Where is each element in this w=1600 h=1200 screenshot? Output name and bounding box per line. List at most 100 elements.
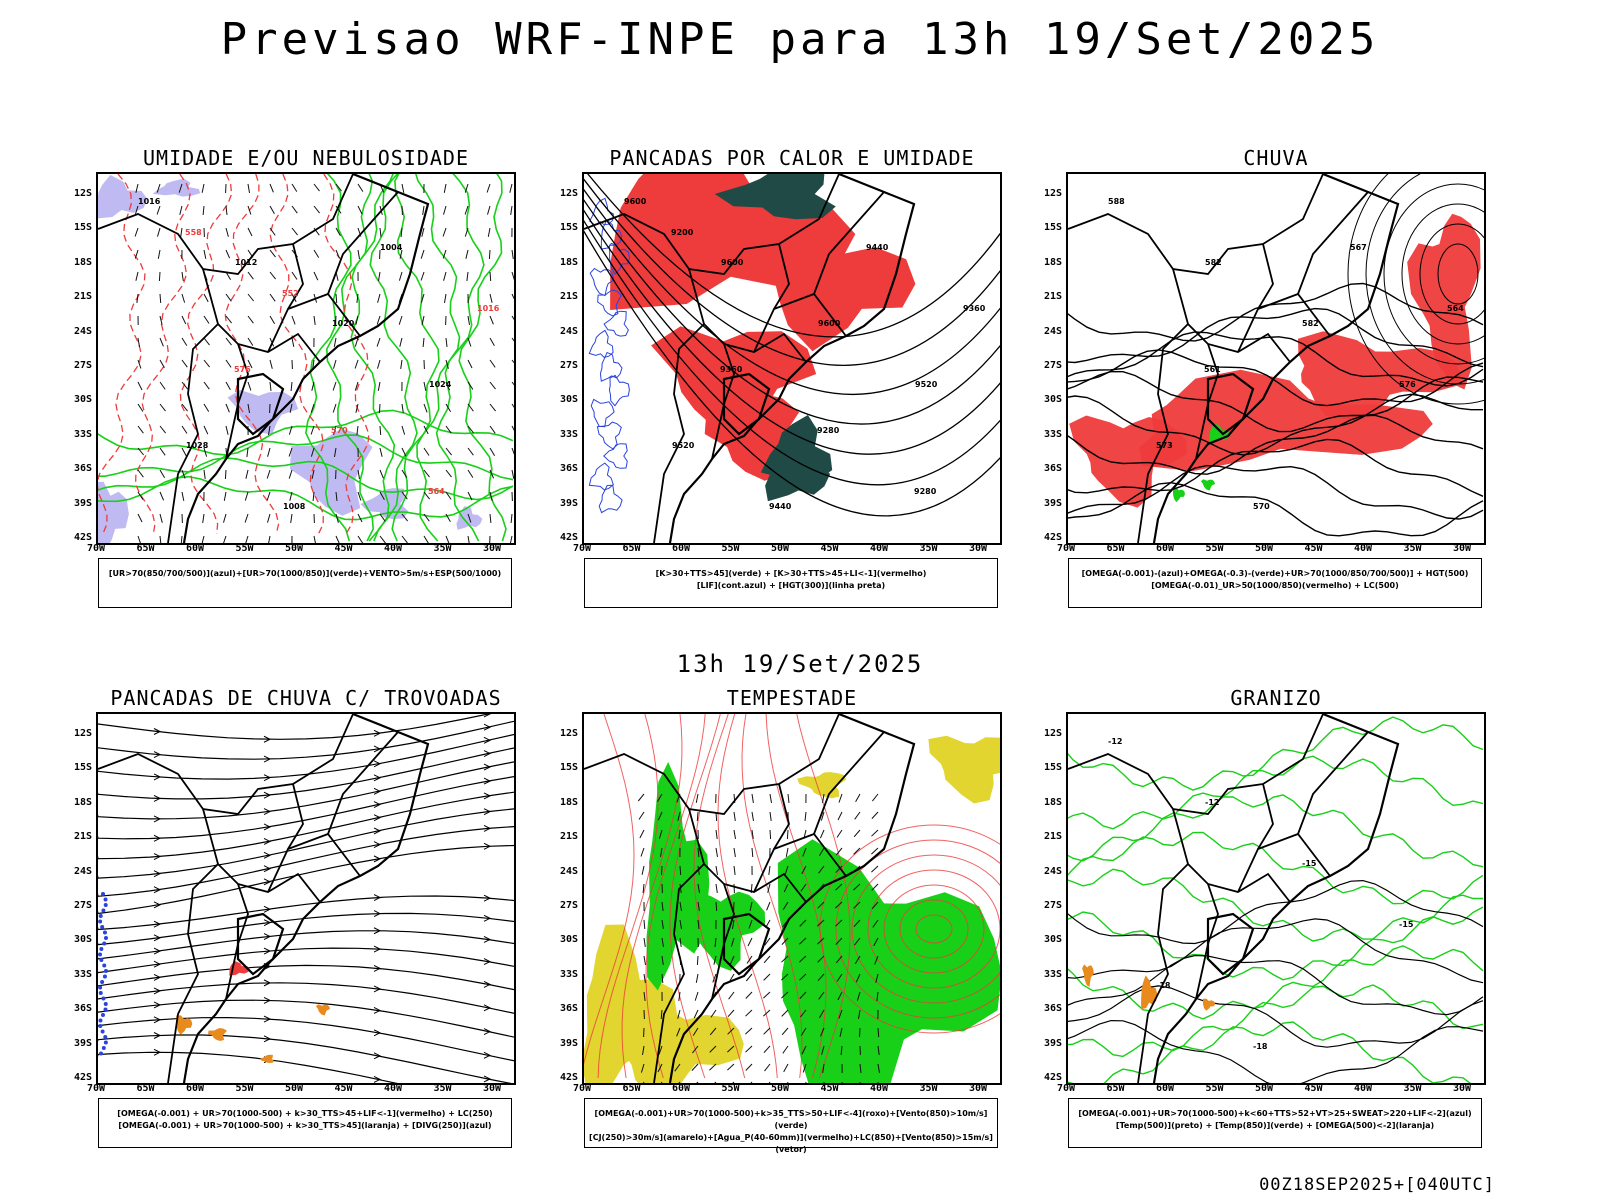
streamline: [1401, 203, 1484, 345]
intense-rain-area: [1200, 479, 1215, 491]
run-info: 00Z18SEP2025+[040UTC]: [1259, 1175, 1495, 1195]
lon-tick-label: 60W: [1155, 543, 1175, 554]
lc-contour: [597, 714, 659, 1079]
temp850-contour: [1068, 945, 1484, 1020]
legend-box: [OMEGA(-0.001)-(azul)+OMEGA(-0.3)-(verde…: [1068, 558, 1482, 608]
lon-tick-label: 60W: [1155, 1083, 1175, 1094]
lat-tick-label: 33S: [1043, 968, 1062, 980]
border-line: [225, 883, 249, 1000]
lat-tick-label: 27S: [559, 900, 578, 911]
border-line: [167, 323, 219, 543]
lat-tick-label: 33S: [73, 428, 92, 440]
divergence-point: [100, 1029, 105, 1034]
lat-tick-label: 21S: [73, 831, 92, 843]
lat-tick-label: 39S: [73, 1037, 92, 1049]
intense-rain-area: [1172, 487, 1185, 503]
lc-contour: [693, 714, 746, 1079]
lc-contour: [899, 899, 969, 959]
lat-tick-label: 18S: [1043, 796, 1062, 808]
contour-label: 9280: [817, 426, 840, 435]
lat-tick-label: 18S: [1043, 256, 1062, 268]
contour-label: 573: [1156, 441, 1173, 450]
divergence-point: [103, 936, 108, 940]
thunderstorm-area: [259, 1054, 275, 1063]
humidity-area: [152, 178, 201, 197]
lif-contour: [588, 329, 614, 358]
border-line: [1172, 808, 1291, 903]
divergence-point: [103, 897, 108, 902]
lon-tick-label: 35W: [1403, 1083, 1422, 1094]
lat-tick-label: 15S: [559, 222, 578, 234]
divergence-point: [103, 1035, 108, 1039]
divergence-point: [101, 996, 106, 1001]
lat-tick-label: 24S: [1043, 325, 1062, 337]
streamline: [1347, 174, 1484, 405]
thickness-contour: [269, 174, 324, 535]
humidity-contour: [391, 174, 440, 542]
state-outline: [1206, 912, 1255, 976]
contour-label: 1028: [186, 441, 209, 450]
lon-tick-label: 50W: [770, 1083, 790, 1094]
rain-area: [1139, 369, 1433, 472]
border-line: [688, 268, 807, 363]
lat-tick-label: 24S: [559, 865, 578, 877]
contour-label: 570: [1253, 502, 1270, 511]
lat-tick-label: 39S: [559, 497, 578, 509]
panel-title: PANCADAS POR CALOR E UMIDADE: [609, 146, 975, 170]
divergence-point: [101, 892, 105, 896]
lon-tick-label: 60W: [671, 543, 691, 554]
lon-tick-label: 55W: [1205, 543, 1224, 554]
border-line: [1297, 191, 1369, 295]
lon-tick-label: 55W: [1205, 1083, 1224, 1094]
lon-tick-label: 65W: [1106, 1083, 1125, 1094]
streamline: [1365, 174, 1484, 385]
divergence-point: [99, 958, 104, 962]
panel-title: TEMPESTADE: [726, 686, 858, 710]
humidity-area: [289, 428, 373, 516]
lat-tick-label: 24S: [73, 325, 92, 337]
map-svg: [584, 714, 1000, 1083]
contour-label: 576: [1399, 380, 1416, 389]
border-line: [688, 808, 807, 903]
omega-area: [1082, 964, 1094, 987]
contour-label: 1012: [235, 258, 257, 267]
lat-tick-label: 33S: [559, 968, 578, 980]
border-line: [773, 783, 790, 850]
thunderstorm-area: [176, 1015, 193, 1035]
contour-label: 552: [282, 289, 299, 298]
lat-tick-label: 27S: [1043, 360, 1062, 371]
lc-contour: [717, 714, 778, 1079]
lat-tick-label: 18S: [73, 796, 92, 808]
lat-tick-label: 27S: [73, 900, 92, 911]
lc-contour: [669, 714, 721, 1079]
coastline: [182, 714, 430, 1083]
panel-title: UMIDADE E/OU NEBULOSIDADE: [142, 146, 470, 170]
contour-label: 9360: [963, 304, 986, 313]
contour-label: 567: [1350, 243, 1367, 252]
temp850-contour: [1068, 794, 1484, 868]
wind-area: [646, 762, 710, 991]
temp850-contour: [1068, 868, 1483, 942]
border-line: [225, 343, 249, 460]
state-outline: [236, 912, 285, 976]
lon-tick-label: 30W: [1452, 1083, 1472, 1094]
lc-contour: [741, 714, 803, 1079]
lon-tick-label: 55W: [721, 1083, 740, 1094]
lat-tick-label: 39S: [559, 1037, 578, 1049]
lon-tick-label: 55W: [721, 543, 740, 554]
legend-text: [OMEGA(-0.001)+UR>70(1000-500)+k<60+TTS>…: [1078, 1109, 1472, 1118]
lon-tick-label: 30W: [482, 1083, 502, 1094]
lif-contour: [608, 374, 630, 407]
lon-tick-label: 55W: [235, 543, 254, 554]
lon-tick-label: 70W: [1056, 543, 1076, 554]
contour-label: -12: [1205, 798, 1219, 807]
main-title: Previsao WRF-INPE para 13h 19/Set/2025: [220, 14, 1380, 65]
lon-tick-label: 55W: [235, 1083, 254, 1094]
coastline: [182, 174, 430, 543]
lc-contour: [851, 854, 1000, 1004]
lat-tick-label: 36S: [73, 463, 92, 475]
border-line: [327, 191, 399, 295]
contour-label: 1024: [429, 380, 452, 389]
border-line: [202, 808, 321, 903]
panel-title: CHUVA: [1243, 146, 1309, 170]
